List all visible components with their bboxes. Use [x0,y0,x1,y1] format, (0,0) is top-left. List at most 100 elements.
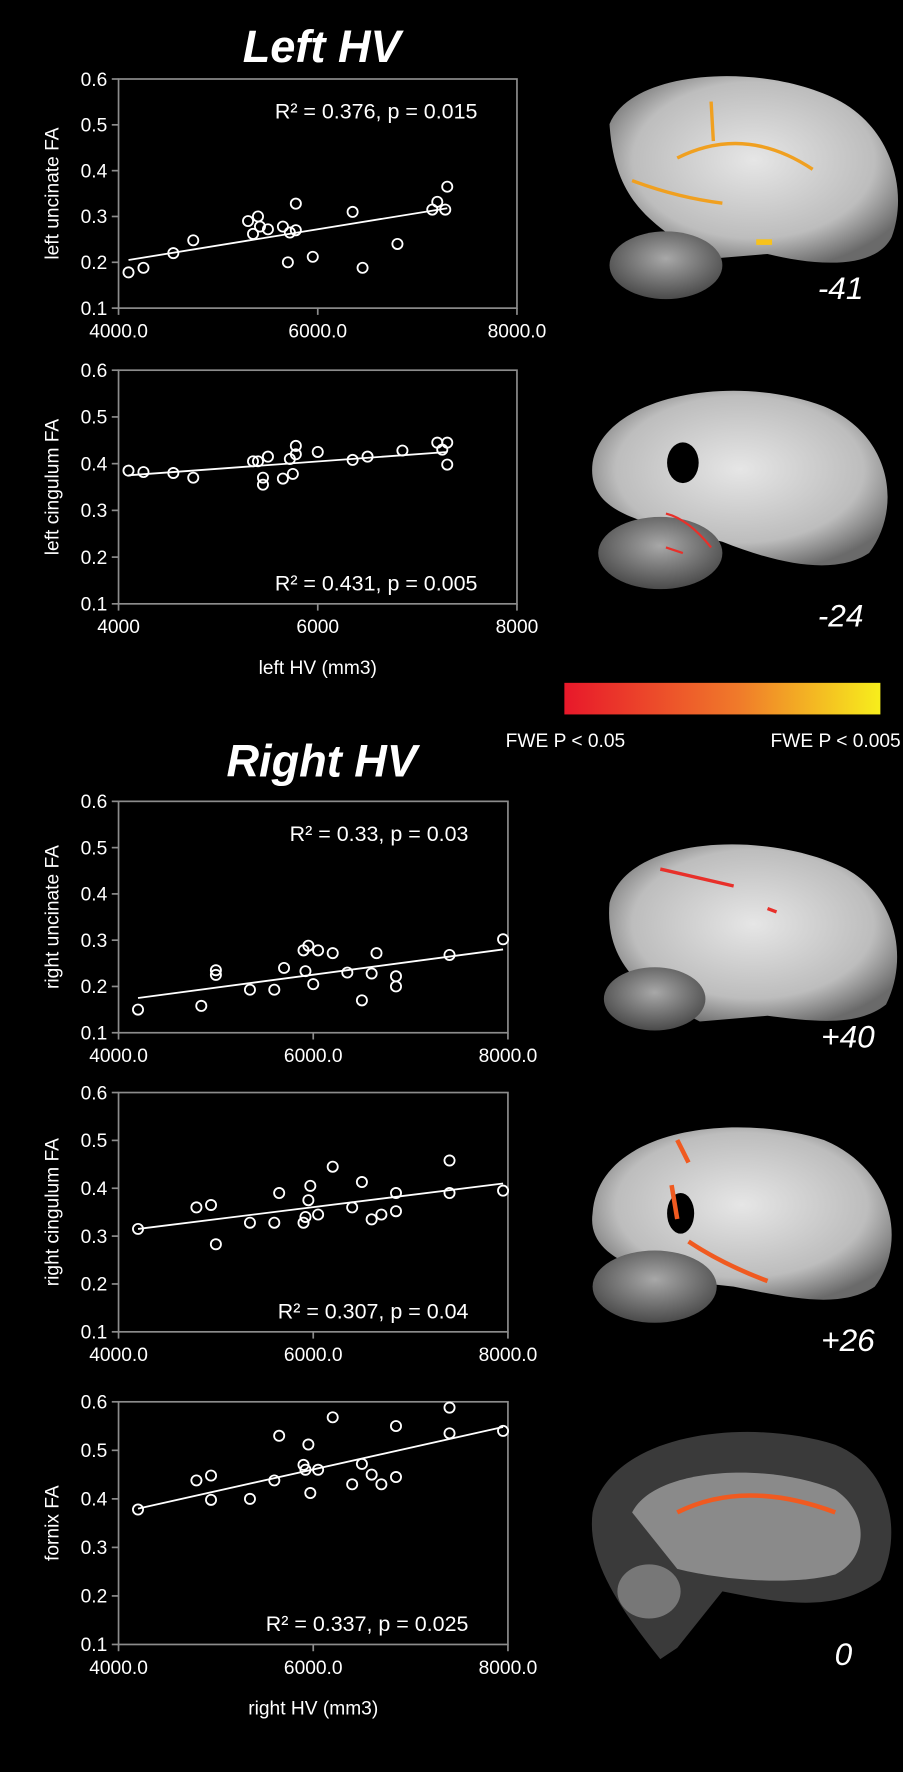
y-tick-label: 0.4 [81,885,108,906]
point [273,1187,286,1200]
point [283,226,296,239]
x-tick-label: 4000.0 [89,1345,148,1366]
x-axis-label: right HV (mm3) [248,1698,378,1719]
point [209,964,222,977]
point [361,450,374,463]
point [243,1216,256,1229]
point [187,471,200,484]
point [122,266,135,279]
point [355,1176,368,1189]
point [273,1429,286,1442]
x-tick-label: 8000.0 [488,321,547,342]
x-axis-label: left HV (mm3) [259,658,377,679]
point [132,1003,144,1016]
point [247,227,259,240]
point [390,1187,402,1200]
point [195,999,208,1012]
brain-slice [592,390,888,590]
brain-slice [592,1127,892,1323]
y-axis-label: left uncinate FA [43,127,64,259]
point [311,445,324,458]
y-tick-label: 0.5 [81,408,108,429]
y-tick-label: 0.1 [81,1023,108,1044]
point [268,983,281,996]
point [365,967,378,980]
x-tick-label: 6000.0 [288,321,347,342]
point [346,453,359,466]
slice-label: +26 [821,1322,875,1358]
slice-label: -41 [818,270,864,306]
point [299,1463,312,1476]
x-tick-label: 6000.0 [284,1658,343,1679]
y-tick-label: 0.2 [81,548,108,569]
y-tick-label: 0.6 [81,1393,108,1414]
point [256,478,269,491]
y-tick-label: 0.4 [81,1490,108,1511]
point [312,1208,325,1221]
annotation: R² = 0.431, p = 0.005 [275,571,478,595]
point [390,1205,402,1218]
colorbar-label: FWE P < 0.005 [771,731,901,752]
point [312,1463,325,1476]
y-tick-label: 0.2 [81,253,108,274]
point [439,203,452,216]
y-tick-label: 0.1 [81,595,108,616]
point [326,947,339,960]
point [304,1179,317,1192]
point [441,180,454,193]
point [443,949,456,961]
point [497,1424,510,1437]
point [396,444,409,457]
point [443,1154,456,1167]
y-tick-label: 0.3 [81,501,108,522]
point [346,205,359,218]
point [355,1457,368,1470]
point [391,237,404,250]
y-tick-label: 0.5 [81,838,108,859]
trend-line [128,207,448,261]
point [312,944,325,957]
point [365,1213,378,1226]
x-tick-label: 6000 [296,617,339,638]
point [256,471,269,484]
slice-label: -24 [818,597,864,633]
point [289,439,302,452]
point [289,197,302,210]
point [346,1201,359,1214]
x-tick-label: 6000.0 [284,1046,343,1067]
point [243,983,256,996]
plot-frame [117,800,509,1034]
point [247,455,259,468]
x-tick-label: 8000.0 [479,1658,538,1679]
trend-line [137,948,504,999]
y-tick-label: 0.2 [81,1587,108,1608]
y-tick-label: 0.5 [81,1131,108,1152]
x-tick-label: 4000 [97,617,140,638]
point [307,978,320,991]
heading: Left HV [243,21,405,72]
point [252,455,264,468]
point [243,1492,256,1505]
y-axis-label: right uncinate FA [43,845,64,989]
point [326,1160,339,1173]
brain-slice [591,1431,892,1660]
point [375,1478,388,1491]
point [137,466,150,479]
x-tick-label: 4000.0 [89,321,148,342]
point [443,1401,456,1414]
point [390,980,402,993]
point [302,1194,315,1207]
y-tick-label: 0.3 [81,931,108,952]
x-tick-label: 8000.0 [479,1345,538,1366]
point [370,947,383,960]
point [497,933,510,946]
y-tick-label: 0.3 [81,207,108,228]
x-tick-label: 6000.0 [284,1345,343,1366]
point [497,1184,510,1197]
point [299,965,312,978]
point [205,1199,218,1211]
y-axis-label: left cingulum FA [43,419,64,556]
point [355,994,368,1007]
y-tick-label: 0.5 [81,1441,108,1462]
x-tick-label: 4000.0 [89,1046,148,1067]
